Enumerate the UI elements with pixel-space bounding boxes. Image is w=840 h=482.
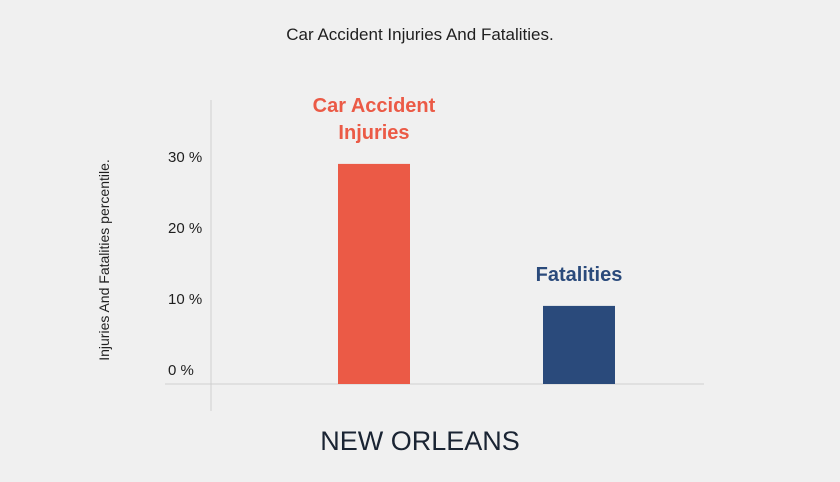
y-tick-label: 20 % — [168, 220, 202, 237]
bar-labels: Car Accident Injuries Fatalities — [313, 95, 623, 286]
bar-label: Injuries — [338, 122, 409, 144]
bar-label: Fatalities — [536, 264, 623, 286]
y-axis-label: Injuries And Fatalities percentile. — [96, 159, 112, 361]
bars — [338, 163, 615, 384]
y-tick-label: 30 % — [168, 149, 202, 166]
x-axis-label: NEW ORLEANS — [320, 426, 520, 456]
chart-title: Car Accident Injuries And Fatalities. — [286, 25, 553, 44]
bar-1 — [338, 163, 410, 384]
bar-2 — [543, 305, 615, 384]
bar-label: Car Accident — [313, 95, 436, 117]
y-ticks: 0 % 10 % 20 % 30 % — [168, 149, 202, 379]
y-tick-label: 10 % — [168, 291, 202, 308]
y-tick-label: 0 % — [168, 362, 194, 379]
